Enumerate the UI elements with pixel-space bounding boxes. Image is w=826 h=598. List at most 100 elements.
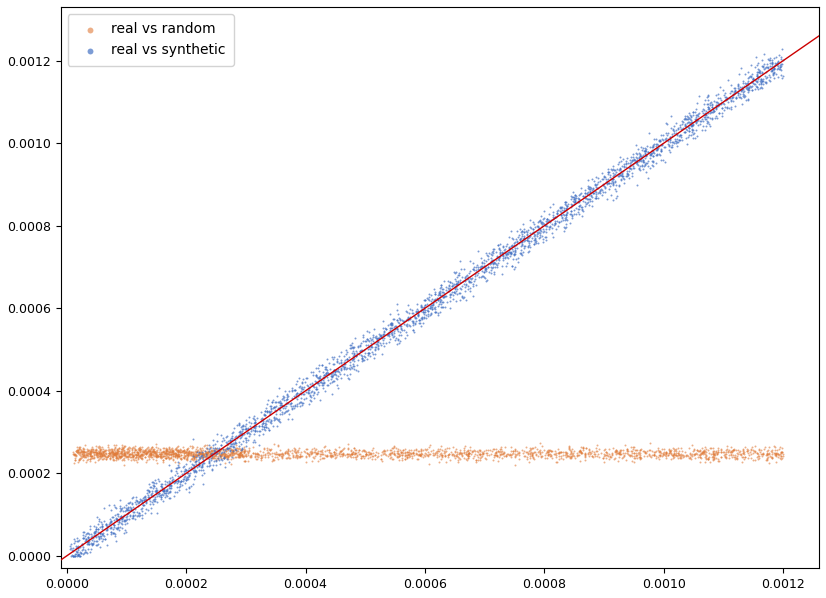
real vs synthetic	[392, 338, 406, 348]
real vs synthetic	[168, 491, 181, 501]
real vs random	[520, 447, 533, 456]
real vs synthetic	[598, 182, 611, 192]
real vs random	[257, 451, 270, 460]
real vs random	[413, 450, 426, 460]
real vs synthetic	[606, 168, 620, 178]
real vs synthetic	[691, 116, 704, 126]
real vs random	[187, 454, 200, 463]
real vs random	[109, 453, 122, 462]
real vs synthetic	[435, 290, 449, 300]
real vs random	[71, 443, 84, 452]
real vs synthetic	[737, 86, 750, 96]
real vs random	[477, 446, 491, 456]
real vs synthetic	[114, 512, 127, 521]
real vs random	[88, 445, 102, 454]
real vs synthetic	[80, 538, 93, 547]
real vs synthetic	[107, 501, 121, 510]
real vs random	[106, 447, 119, 456]
real vs synthetic	[583, 196, 596, 206]
real vs random	[135, 453, 148, 463]
real vs synthetic	[638, 149, 652, 158]
real vs synthetic	[508, 249, 521, 258]
real vs random	[85, 453, 98, 463]
real vs synthetic	[754, 75, 767, 84]
real vs random	[706, 456, 719, 465]
real vs synthetic	[522, 246, 535, 256]
real vs random	[559, 448, 572, 458]
real vs random	[534, 448, 547, 458]
real vs random	[190, 450, 203, 460]
real vs random	[669, 444, 682, 454]
real vs random	[103, 453, 116, 463]
real vs synthetic	[121, 498, 135, 508]
real vs synthetic	[679, 124, 692, 134]
real vs synthetic	[94, 531, 107, 541]
real vs random	[477, 450, 490, 459]
real vs synthetic	[653, 150, 666, 159]
real vs synthetic	[175, 480, 188, 489]
real vs synthetic	[291, 389, 304, 398]
real vs random	[124, 444, 137, 453]
real vs synthetic	[556, 209, 569, 218]
real vs synthetic	[346, 359, 359, 369]
real vs synthetic	[361, 340, 374, 350]
real vs synthetic	[197, 456, 210, 466]
real vs random	[396, 446, 410, 455]
real vs synthetic	[690, 118, 703, 127]
real vs random	[432, 457, 445, 466]
real vs synthetic	[656, 135, 669, 144]
real vs synthetic	[377, 329, 391, 338]
real vs random	[751, 448, 764, 457]
real vs random	[94, 448, 107, 457]
real vs random	[494, 447, 507, 457]
real vs random	[196, 448, 209, 457]
real vs random	[98, 451, 112, 461]
real vs random	[657, 448, 670, 458]
real vs synthetic	[163, 477, 176, 487]
real vs random	[173, 451, 186, 460]
real vs random	[213, 450, 226, 459]
real vs random	[414, 449, 427, 459]
real vs synthetic	[553, 218, 566, 227]
real vs random	[365, 454, 378, 463]
real vs synthetic	[767, 61, 781, 71]
real vs random	[126, 454, 140, 464]
real vs random	[742, 454, 755, 463]
real vs synthetic	[581, 194, 594, 204]
real vs random	[706, 444, 719, 453]
real vs random	[406, 453, 419, 462]
real vs synthetic	[386, 319, 399, 329]
real vs random	[221, 454, 235, 464]
real vs synthetic	[212, 455, 225, 465]
real vs random	[387, 446, 401, 456]
real vs random	[695, 448, 709, 458]
real vs synthetic	[128, 514, 141, 524]
real vs synthetic	[440, 297, 453, 307]
real vs random	[200, 450, 213, 459]
real vs synthetic	[630, 150, 643, 159]
real vs random	[86, 451, 99, 460]
real vs synthetic	[690, 115, 703, 125]
real vs synthetic	[415, 313, 428, 322]
real vs synthetic	[577, 196, 590, 206]
real vs random	[361, 450, 374, 459]
real vs random	[388, 448, 401, 458]
real vs random	[700, 444, 713, 454]
real vs synthetic	[430, 293, 444, 303]
real vs synthetic	[571, 196, 584, 205]
real vs random	[748, 447, 762, 457]
real vs synthetic	[507, 249, 520, 259]
real vs synthetic	[596, 167, 609, 177]
real vs random	[556, 454, 569, 463]
real vs synthetic	[586, 188, 600, 198]
real vs random	[98, 446, 112, 456]
real vs synthetic	[112, 517, 126, 526]
real vs random	[201, 453, 214, 463]
real vs random	[178, 451, 192, 460]
real vs synthetic	[253, 426, 266, 435]
real vs synthetic	[767, 65, 781, 74]
real vs synthetic	[536, 227, 549, 236]
real vs random	[221, 450, 234, 460]
real vs synthetic	[492, 252, 506, 262]
real vs synthetic	[387, 331, 401, 341]
